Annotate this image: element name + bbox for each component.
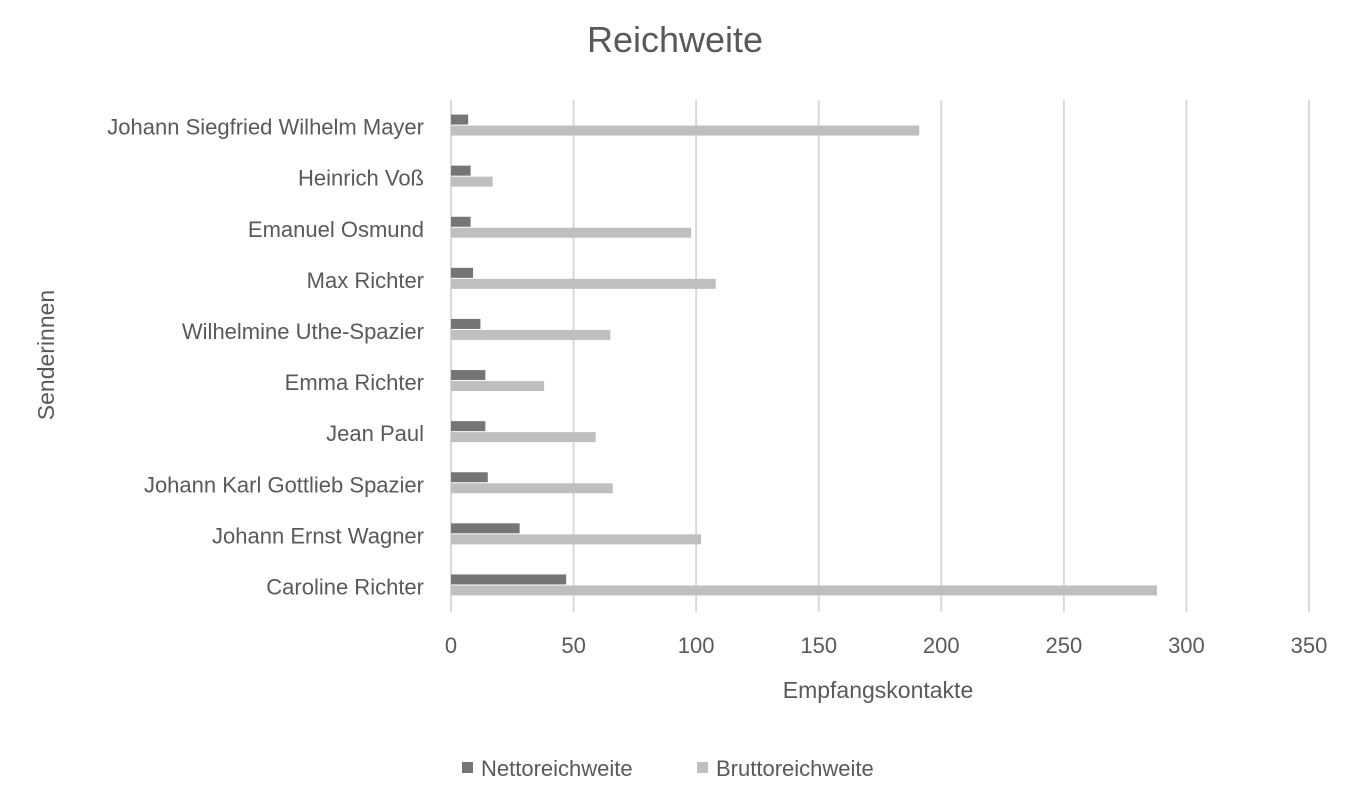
chart-title: Reichweite <box>587 19 763 60</box>
y-category-label: Johann Karl Gottlieb Spazier <box>144 472 424 497</box>
y-category-label: Emanuel Osmund <box>248 217 424 242</box>
y-category-label: Johann Ernst Wagner <box>212 523 424 548</box>
legend-swatch <box>462 762 473 773</box>
legend-label: Nettoreichweite <box>481 756 633 781</box>
bar-bruttoreichweite <box>451 125 920 136</box>
bar-bruttoreichweite <box>451 176 493 187</box>
x-tick-labels: 0 50 100 150 200 250 300 350 <box>445 633 1327 658</box>
bar-bruttoreichweite <box>451 329 611 340</box>
bar-bruttoreichweite <box>451 483 613 494</box>
x-tick-label: 300 <box>1168 633 1205 658</box>
y-category-label: Max Richter <box>307 268 424 293</box>
bar-nettoreichweite <box>451 318 481 329</box>
y-category-label: Heinrich Voß <box>298 166 424 191</box>
bar-nettoreichweite <box>451 114 469 125</box>
bar-bruttoreichweite <box>451 432 596 443</box>
y-category-label: Emma Richter <box>285 370 424 395</box>
x-tick-label: 0 <box>445 633 457 658</box>
bar-nettoreichweite <box>451 165 471 176</box>
bar-bruttoreichweite <box>451 381 545 392</box>
y-category-label: Johann Siegfried Wilhelm Mayer <box>107 115 424 140</box>
x-tick-label: 150 <box>800 633 837 658</box>
x-tick-label: 100 <box>678 633 715 658</box>
bar-nettoreichweite <box>451 421 486 432</box>
x-tick-label: 350 <box>1291 633 1328 658</box>
y-category-label: Wilhelmine Uthe-Spazier <box>182 319 424 344</box>
x-tick-label: 200 <box>923 633 960 658</box>
y-category-labels: Johann Siegfried Wilhelm Mayer Heinrich V… <box>107 115 424 600</box>
x-axis-title: Empfangskontakte <box>783 677 974 703</box>
legend: Nettoreichweite Bruttoreichweite <box>462 756 874 781</box>
y-axis-title: Senderinnen <box>33 290 59 420</box>
gridlines <box>450 100 1310 612</box>
bar-nettoreichweite <box>451 267 474 278</box>
x-tick-label: 50 <box>561 633 585 658</box>
bar-bruttoreichweite <box>451 278 716 289</box>
bar-nettoreichweite <box>451 574 567 585</box>
bars <box>451 114 1158 596</box>
legend-swatch <box>697 762 708 773</box>
legend-label: Bruttoreichweite <box>716 756 874 781</box>
bar-bruttoreichweite <box>451 227 692 238</box>
x-tick-label: 250 <box>1045 633 1082 658</box>
bar-nettoreichweite <box>451 216 471 227</box>
bar-nettoreichweite <box>451 370 486 381</box>
bar-nettoreichweite <box>451 523 520 534</box>
bar-nettoreichweite <box>451 472 488 483</box>
y-category-label: Jean Paul <box>326 421 424 446</box>
bar-bruttoreichweite <box>451 534 702 545</box>
y-category-label: Caroline Richter <box>266 574 424 599</box>
bar-bruttoreichweite <box>451 585 1158 596</box>
